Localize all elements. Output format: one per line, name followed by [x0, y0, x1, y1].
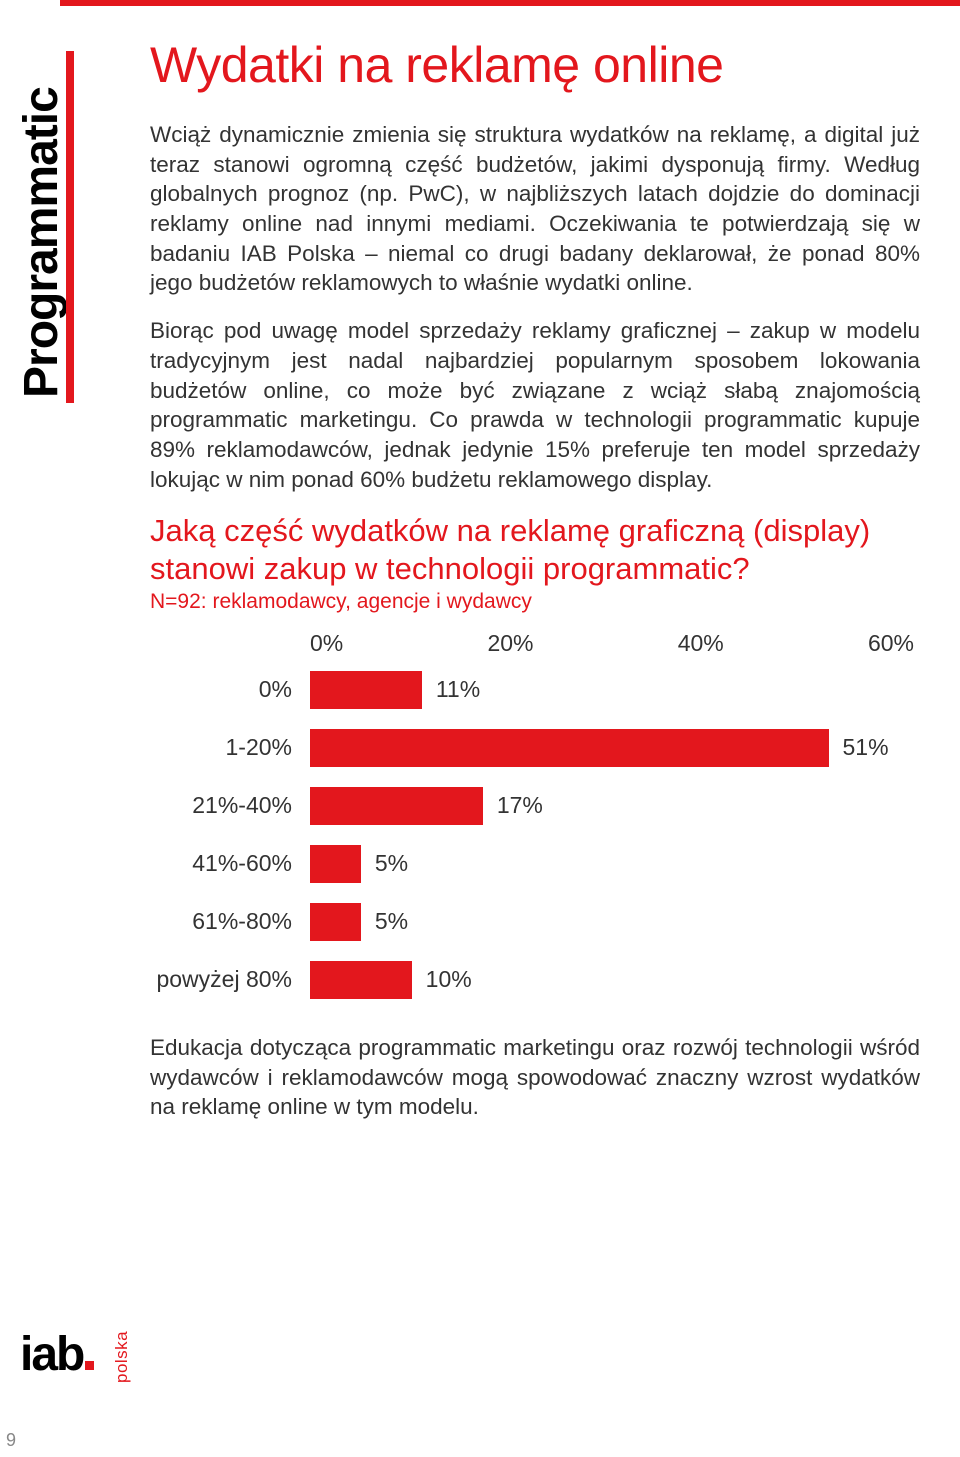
chart-rows: 0% 11% 1-20% 51% 21%-40% 17% 41%-60% 5% 61%-80% 5… [150, 671, 920, 999]
chart-x-tick: 60% [868, 630, 914, 657]
sidebar-accent-bar [66, 51, 74, 403]
footer-paragraph: Edukacja dotycząca programmatic marketin… [150, 1033, 920, 1122]
chart-row-category: 41%-60% [150, 850, 310, 877]
chart-bar [310, 671, 422, 709]
bar-chart: 0% 20% 40% 60% 0% 11% 1-20% 51% 21%-40% 17% 41%-6… [150, 630, 920, 999]
chart-bar-value: 5% [375, 850, 408, 877]
chart-bar [310, 903, 361, 941]
chart-bar [310, 845, 361, 883]
chart-bar-value: 51% [843, 734, 889, 761]
chart-bar-value: 5% [375, 908, 408, 935]
chart-bar [310, 729, 829, 767]
chart-bar-value: 17% [497, 792, 543, 819]
page-number: 9 [6, 1430, 16, 1451]
chart-caption: N=92: reklamodawcy, agencje i wydawcy [150, 590, 920, 614]
chart-row-category: 21%-40% [150, 792, 310, 819]
chart-bar-area: 5% [310, 903, 920, 941]
chart-x-tick: 40% [678, 630, 724, 657]
chart-row: 61%-80% 5% [150, 903, 920, 941]
chart-row: 1-20% 51% [150, 729, 920, 767]
page-title: Wydatki na reklamę online [150, 36, 920, 94]
chart-x-axis: 0% 20% 40% 60% [150, 630, 920, 657]
iab-logo: iab polska [20, 1331, 130, 1397]
chart-row: 21%-40% 17% [150, 787, 920, 825]
sidebar-label-text: Programmatic [14, 87, 69, 398]
main-content: Wydatki na reklamę online Wciąż dynamicz… [150, 36, 920, 1122]
chart-x-tick: 20% [487, 630, 533, 657]
paragraph-1: Wciąż dynamicznie zmienia się struktura … [150, 120, 920, 298]
chart-row: 41%-60% 5% [150, 845, 920, 883]
chart-x-tick: 0% [310, 630, 343, 657]
chart-bar-area: 5% [310, 845, 920, 883]
sidebar-label: Programmatic [6, 48, 82, 428]
chart-bar-area: 11% [310, 671, 920, 709]
top-accent-bar [60, 0, 960, 6]
logo-dot-icon [85, 1361, 94, 1370]
chart-bar [310, 961, 412, 999]
chart-bar-area: 17% [310, 787, 920, 825]
paragraph-2: Biorąc pod uwagę model sprzedaży reklamy… [150, 316, 920, 494]
chart-x-ticks: 0% 20% 40% 60% [310, 630, 920, 657]
chart-bar-area: 10% [310, 961, 920, 999]
logo-sub-text: polska [112, 1331, 132, 1383]
chart-heading: Jaką część wydatków na reklamę graficzną… [150, 512, 920, 588]
chart-bar-area: 51% [310, 729, 920, 767]
logo-main-text: iab [20, 1331, 83, 1379]
chart-row-category: powyżej 80% [150, 966, 310, 993]
chart-row-category: 0% [150, 676, 310, 703]
chart-row: powyżej 80% 10% [150, 961, 920, 999]
chart-row-category: 61%-80% [150, 908, 310, 935]
chart-row: 0% 11% [150, 671, 920, 709]
chart-bar-value: 11% [436, 676, 480, 703]
chart-bar [310, 787, 483, 825]
chart-bar-value: 10% [426, 966, 472, 993]
chart-row-category: 1-20% [150, 734, 310, 761]
